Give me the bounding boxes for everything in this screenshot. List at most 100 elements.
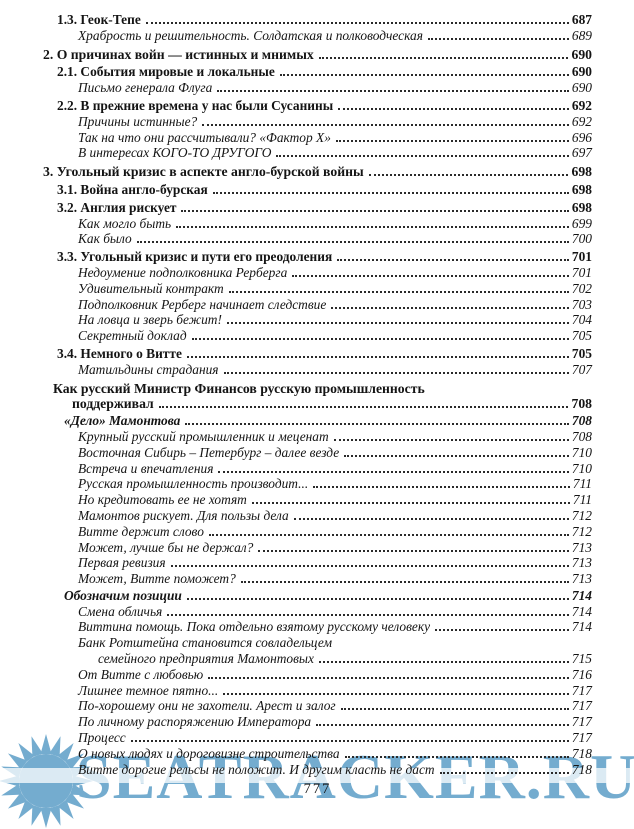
toc-entry-page: 697 [571,145,592,161]
toc-entry: Виттина помощь. Пока отдельно взятому ру… [43,619,592,635]
toc-entry-page: 690 [571,80,592,96]
toc-entry: По-хорошему они не захотели. Арест и зал… [43,698,592,714]
toc-entry-title: Встреча и впечатления [78,460,214,476]
toc-entry-page: 690 [571,64,592,80]
dot-leader [318,56,569,59]
dot-leader [292,274,569,277]
toc-entry-title: Крупный русский промышленник и меценат [78,428,329,444]
toc-entry: Крупный русский промышленник и меценат 70… [43,429,592,445]
dot-leader [318,661,569,664]
toc-entry-title: Храбрость и решительность. Солдатская и … [78,27,423,43]
dot-leader [176,225,569,228]
toc-entry: Процесс 717 [43,730,592,746]
toc-entry-title: 1.3. Геок-Тепе [57,12,141,27]
dot-leader [368,174,569,177]
dot-leader [333,438,569,441]
toc-entry-page: 718 [571,761,592,777]
dot-leader [158,406,569,409]
toc-entry-page: 701 [571,264,592,280]
toc-entry: Обозначим позиции 714 [43,588,592,604]
toc-entry-title: Может, лучше бы не держал? [78,539,254,555]
toc-entry-title: 3. Угольный кризис в аспекте англо-бурск… [43,164,364,180]
toc-entry-title: 2.2. В прежние времена у нас были Сусани… [57,97,334,113]
toc-entry-page: 717 [571,730,592,746]
toc-entry: По личному распоряжению Императора 717 [43,714,592,730]
toc-entry: Как было 700 [43,231,592,247]
toc-entry-page: 708 [571,413,592,429]
dot-leader [276,155,569,158]
toc-entry: В интересах КОГО-ТО ДРУГОГО 697 [43,145,592,161]
toc-entry-page: 713 [571,539,592,555]
toc-entry-page: 710 [571,444,592,460]
toc-entry: Русская промышленность производит... 711 [43,476,592,492]
toc-entry-page: 703 [571,296,592,312]
toc-entry-page: 714 [571,587,592,603]
dot-leader [335,139,569,142]
toc-entry: 3.3. Угольный кризис и пути его преодоле… [43,249,592,265]
toc-entry: Храбрость и решительность. Солдатская и … [43,28,592,44]
toc-entry-title: Недоумение подполковника Рерберга [78,264,288,280]
toc-entry-page: 705 [571,345,592,361]
toc-entry: От Витте с любовью 716 [43,667,592,683]
toc-entry: «Дело» Мамонтова 708 [43,413,592,429]
toc-entry-title: Процесс [78,730,126,746]
toc-entry-page: 696 [571,129,592,145]
toc-entry-page: 717 [571,698,592,714]
dot-leader [427,37,569,40]
toc-entry-page: 698 [571,181,592,197]
dot-leader [435,629,569,632]
dot-leader [167,613,569,616]
dot-leader [240,581,569,584]
dot-leader [258,549,569,552]
toc-entry-page: 717 [571,682,592,698]
dot-leader [316,724,569,727]
toc-entry-title: «Дело» Мамонтова [64,413,181,429]
toc-entry: 1.3. Геок-Тепе 687 [43,12,592,28]
toc-entry: 3. Угольный кризис в аспекте англо-бурск… [43,164,592,180]
toc-entry-title: Первая ревизия [78,555,166,571]
toc-entry-page: 714 [571,619,592,635]
toc-entry-title: Письмо генерала Флуга [78,80,213,96]
dot-leader [344,454,569,457]
toc-entry-title: 3.2. Англия рискует [57,199,177,215]
toc-entry: О новых людях и дороговизне строительств… [43,746,592,762]
toc-entry-title: Виттина помощь. Пока отдельно взятому ру… [78,619,431,635]
toc-entry-title: Как русский Министр Финансов русскую про… [53,380,425,396]
toc-entry: Восточная Сибирь – Петербург – далее вез… [43,445,592,461]
toc-entry-page: 702 [571,280,592,296]
toc-entry-page: 690 [571,46,592,62]
toc-entry: Первая ревизия 713 [43,555,592,571]
toc-entry-title: 3.4. Немного о Витте [57,345,182,361]
toc-entry: Витте дорогие рельсы не положит. И други… [43,762,592,778]
toc-entry-page: 717 [571,714,592,730]
dot-leader [208,533,569,536]
toc-entry-page: 714 [571,603,592,619]
toc-entry-page: 701 [571,249,592,265]
toc-entry-page: 699 [571,215,592,231]
dot-leader [344,755,569,758]
toc-entry-title: Но кредитовать ее не хотят [78,492,247,508]
toc-entry: Секретный доклад 705 [43,328,592,344]
dot-leader [186,355,569,358]
toc-entry-page: 713 [571,571,592,587]
toc-entry-page: 689 [571,27,592,43]
dot-leader [145,22,569,24]
toc-entry-page: 712 [571,523,592,539]
toc-entry: Недоумение подполковника Рерберга 701 [43,265,592,281]
toc-entry-title: Обозначим позиции [64,587,182,603]
dot-leader [170,565,569,568]
dot-leader [338,107,569,110]
toc-entry-page: 698 [571,164,592,180]
dot-leader [293,517,569,520]
toc-entry: Лишнее темное пятно... 717 [43,683,592,699]
toc-entry: Подполковник Рерберг начинает следствие 7… [43,297,592,313]
dot-leader [208,676,569,679]
dot-leader [218,470,569,473]
toc-entry-title: Восточная Сибирь – Петербург – далее вез… [78,444,340,460]
dot-leader [313,486,570,489]
page-number: 777 [303,781,332,797]
toc-entry: Банк Ротштейна становится совладельцем [43,635,592,651]
toc-entry: Так на что они рассчитывали? «Фактор Х» 6… [43,130,592,146]
toc-entry: Как русский Министр Финансов русскую про… [43,381,592,397]
